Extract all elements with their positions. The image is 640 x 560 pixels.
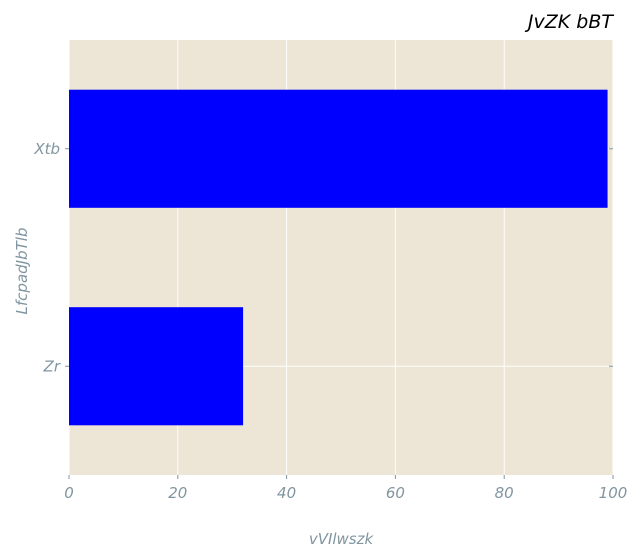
x-axis-ticks: 0 20 40 60 80 100 <box>64 475 627 502</box>
x-tick-label: 0 <box>64 484 74 502</box>
bar-xtb <box>69 89 608 208</box>
y-tick-label: Xtb <box>33 140 60 158</box>
x-tick-label: 80 <box>495 484 514 502</box>
x-axis-label: vVIlwszk <box>309 530 375 548</box>
y-axis-label: LfcpadJbTlb <box>13 228 31 315</box>
x-tick-label: 100 <box>599 484 628 502</box>
bar-zr <box>69 307 244 426</box>
x-tick-label: 20 <box>168 484 187 502</box>
y-axis-ticks: Zr Xtb <box>33 140 613 375</box>
chart-title: JvZK bBT <box>524 11 614 33</box>
bars <box>69 89 608 426</box>
y-tick-label: Zr <box>43 357 61 375</box>
x-tick-label: 40 <box>277 484 296 502</box>
x-tick-label: 60 <box>386 484 405 502</box>
